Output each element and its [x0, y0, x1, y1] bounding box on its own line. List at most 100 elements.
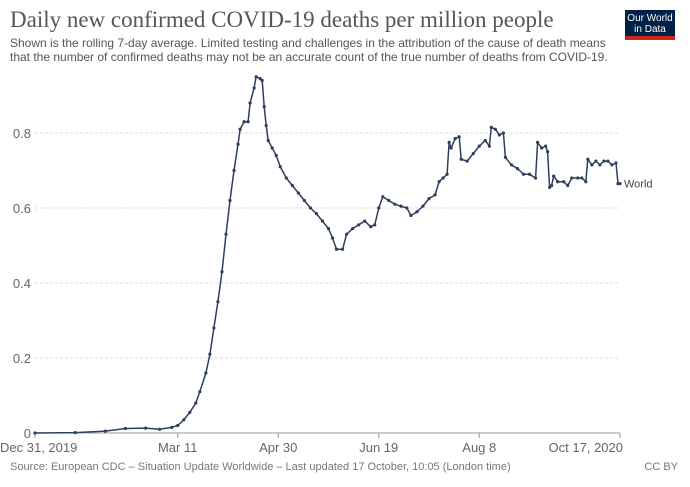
data-point — [544, 144, 548, 148]
data-point — [602, 159, 606, 163]
logo-line1: Our World — [627, 13, 673, 24]
data-point — [123, 426, 128, 431]
data-point — [344, 232, 349, 236]
data-point — [182, 418, 186, 422]
source-note: Source: European CDC – Situation Update … — [10, 461, 511, 473]
data-point — [550, 183, 554, 188]
data-point — [548, 185, 552, 189]
x-tick-label: Mar 11 — [158, 440, 198, 455]
data-point — [477, 144, 481, 148]
data-point — [290, 183, 294, 188]
data-point — [556, 180, 560, 184]
data-point — [459, 157, 463, 161]
data-point — [580, 176, 584, 180]
data-point — [433, 193, 437, 197]
data-point — [493, 127, 497, 131]
data-point — [562, 180, 566, 184]
data-point — [248, 101, 252, 105]
data-point — [373, 223, 377, 227]
chart-title: Daily new confirmed COVID-19 deaths per … — [10, 7, 554, 32]
data-point — [369, 225, 373, 229]
data-point — [503, 155, 508, 159]
data-point — [320, 219, 325, 223]
x-tick-label: Apr 30 — [259, 440, 297, 455]
data-point — [405, 206, 409, 210]
data-point — [238, 127, 242, 131]
data-point — [598, 163, 602, 167]
data-point — [586, 157, 590, 161]
data-point — [501, 131, 506, 135]
data-point — [515, 167, 520, 171]
data-point — [278, 165, 282, 169]
data-point — [158, 427, 162, 431]
data-point — [535, 140, 540, 144]
data-point — [284, 176, 288, 180]
data-point — [445, 172, 449, 176]
data-point — [242, 120, 246, 124]
data-point — [308, 206, 313, 210]
data-point — [381, 195, 385, 199]
data-point — [610, 163, 614, 167]
data-point — [415, 210, 419, 214]
data-point — [399, 204, 403, 208]
data-point — [330, 236, 335, 240]
data-point — [264, 123, 268, 128]
data-point — [363, 219, 367, 223]
data-point — [606, 159, 610, 163]
data-point — [326, 227, 331, 231]
data-point — [584, 180, 588, 184]
data-point — [258, 77, 262, 81]
y-tick-label: 0.8 — [13, 126, 31, 141]
data-point — [576, 176, 580, 180]
data-point — [236, 142, 240, 146]
data-point — [594, 159, 598, 163]
data-point — [614, 161, 618, 165]
data-point — [228, 198, 232, 203]
data-point — [198, 390, 202, 394]
data-point — [457, 135, 461, 139]
data-point — [246, 120, 250, 124]
data-point — [409, 213, 413, 218]
data-point — [539, 146, 544, 150]
data-point — [471, 152, 475, 156]
data-point — [212, 326, 216, 330]
data-point — [314, 212, 319, 216]
y-tick-label: 0.6 — [13, 201, 31, 216]
data-point — [302, 198, 306, 203]
data-point — [296, 191, 300, 195]
data-point — [441, 176, 445, 180]
data-point — [377, 206, 381, 210]
data-point — [552, 174, 556, 178]
data-point — [546, 150, 550, 154]
logo-line2: in Data — [634, 24, 666, 35]
data-point — [232, 168, 236, 173]
data-point — [437, 180, 441, 184]
data-point — [487, 144, 491, 148]
data-point — [618, 182, 622, 186]
data-point — [262, 105, 266, 109]
data-point — [73, 431, 77, 435]
data-point — [533, 176, 538, 180]
data-point — [194, 401, 198, 405]
data-point — [489, 125, 493, 129]
data-point — [566, 183, 570, 188]
data-point — [421, 204, 425, 208]
owid-logo[interactable]: Our World in Data — [625, 10, 675, 40]
license: CC BY — [644, 461, 678, 473]
data-point — [266, 138, 270, 143]
data-point — [143, 426, 148, 430]
data-point — [570, 176, 574, 180]
x-tick-label: Jun 19 — [359, 440, 398, 455]
data-point — [509, 163, 514, 167]
data-point — [220, 270, 224, 274]
x-tick-label: Oct 17, 2020 — [549, 440, 623, 455]
x-tick-label: Dec 31, 2019 — [0, 440, 77, 455]
data-point — [103, 429, 107, 433]
data-point — [465, 159, 469, 163]
data-point — [216, 300, 220, 304]
x-tick-label: Aug 8 — [462, 440, 496, 455]
data-point — [274, 153, 278, 158]
data-point — [340, 247, 345, 251]
data-point — [33, 431, 37, 435]
